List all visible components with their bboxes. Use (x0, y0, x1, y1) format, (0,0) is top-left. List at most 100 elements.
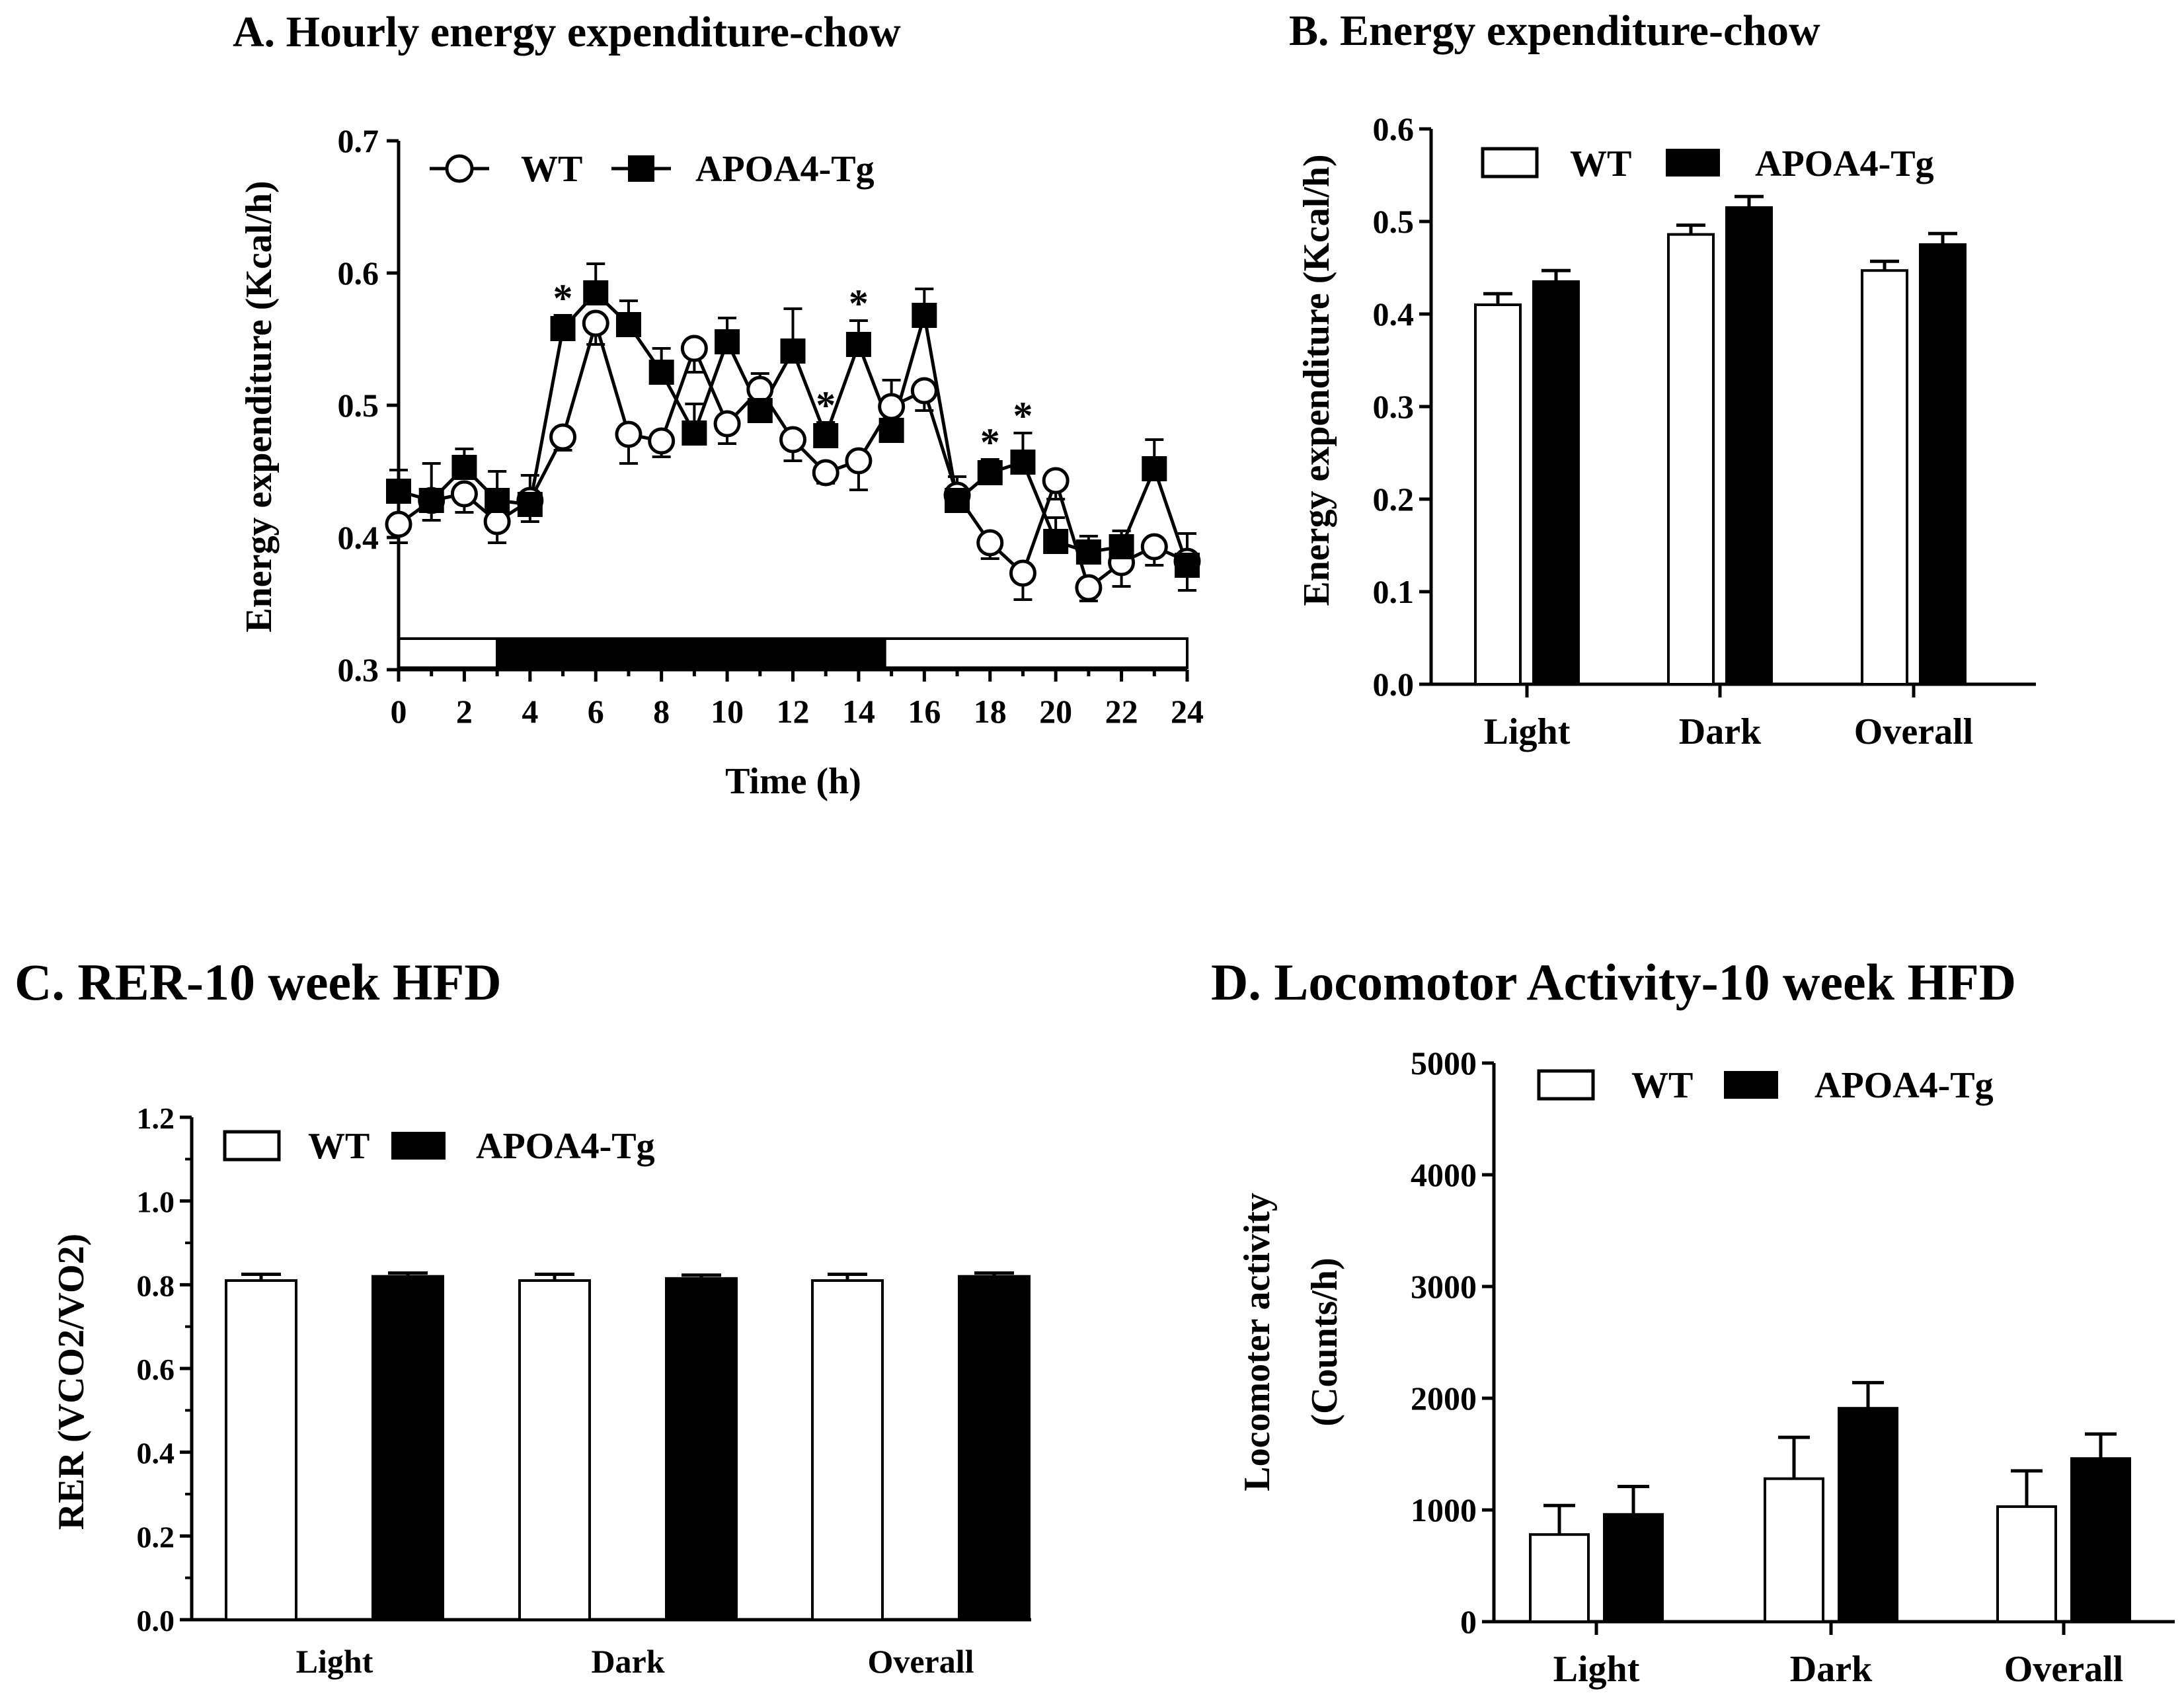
wt-bar-overall (811, 1279, 884, 1621)
y-tick-label: 3000 (1411, 1268, 1477, 1305)
wt-point (648, 427, 676, 455)
y-tick-label: 0.6 (137, 1353, 175, 1386)
category-label-dark: Dark (591, 1643, 664, 1680)
legend-wt-swatch (223, 1130, 281, 1162)
tg-point (583, 280, 609, 305)
wt-point (385, 510, 412, 538)
wt-point (680, 335, 708, 362)
panel-a-title: A. Hourly energy expenditure-chow (233, 8, 901, 56)
tg-point (912, 303, 937, 328)
wt-bar-overall (1996, 1505, 2057, 1623)
legend-tg-swatch (391, 1132, 446, 1160)
legend-tg-label: APOA4-Tg (1814, 1065, 1994, 1106)
tg-point (485, 488, 510, 513)
y-tick-label: 0.1 (1373, 573, 1415, 610)
significance-star: * (980, 420, 1000, 464)
y-tick-label: 0.4 (137, 1437, 175, 1470)
light-dark-bar (397, 637, 1189, 669)
tg-point (550, 316, 576, 341)
x-tick-label: 6 (588, 693, 604, 730)
tg-point (1075, 539, 1101, 565)
y-tick-label: 0.6 (1373, 110, 1415, 147)
tg-point (648, 360, 674, 385)
wt-point (450, 480, 478, 508)
significance-star: * (553, 276, 573, 320)
wt-point (779, 426, 806, 454)
legend-tg-swatch (1724, 1071, 1778, 1099)
category-label-light: Light (1553, 1649, 1640, 1690)
legend-wt-label: WT (1631, 1065, 1693, 1106)
panel-b-plot: 0.0 0.1 0.2 0.3 0.4 0.5 0.6 Light Dark Overall (1373, 110, 2036, 752)
panel-a-y-axis-label: Energy expenditure (Kcal/h) (239, 180, 280, 632)
panel-b-y-axis-label: Energy expenditure (Kcal/h) (1296, 154, 1337, 606)
tg-point (1043, 529, 1069, 554)
panel-c-title: C. RER-10 week HFD (15, 953, 502, 1011)
tg-point (517, 492, 543, 517)
panel-d-legend: WT APOA4-Tg (1537, 1065, 1994, 1106)
y-tick-label: 0.3 (1373, 388, 1415, 425)
panel-b-title: B. Energy expenditure-chow (1289, 7, 1820, 55)
tg-point (1175, 553, 1200, 578)
tg-point (682, 420, 707, 446)
y-tick-label: 1.2 (137, 1101, 175, 1135)
panel-b-legend: WT APOA4-Tg (1481, 143, 1934, 184)
light-dark-segment-dark (496, 637, 886, 669)
tg-point (715, 329, 740, 354)
tg-point (747, 398, 773, 423)
tg-bar-dark (665, 1277, 738, 1622)
y-tick-label: 0.7 (338, 122, 379, 159)
tg-bar-light (371, 1275, 444, 1621)
panel-d-y-axis-label-line-1: Locomoter activity (1237, 1193, 1278, 1491)
category-label-light: Light (1484, 711, 1571, 752)
wt-bar-light (225, 1279, 297, 1621)
wt-bar-dark (1667, 233, 1715, 686)
legend-tg-swatch (1666, 149, 1720, 177)
tg-bar-light (1532, 280, 1580, 686)
wt-point (878, 393, 906, 420)
wt-bar-light (1474, 303, 1522, 686)
panel-b-chart: B. Energy expenditure-chow Energy expend… (1289, 7, 2036, 752)
significance-star: * (849, 282, 869, 325)
panel-d-y-axis-label-line-2: (Counts/h) (1304, 1257, 1345, 1426)
panel-d-chart: D. Locomotor Activity-10 week HFD Locomo… (1211, 953, 2175, 1690)
panel-a-significance: * * * * * (553, 276, 1033, 464)
wt-point (549, 423, 577, 451)
y-tick-label: 0.5 (1373, 203, 1415, 240)
tg-point (845, 332, 871, 357)
wt-bar-overall (1861, 269, 1908, 686)
y-tick-label: 4000 (1411, 1156, 1477, 1193)
wt-point (713, 410, 741, 438)
wt-bar-light (1529, 1533, 1590, 1623)
wt-bar-dark (518, 1279, 591, 1621)
y-tick-label: 1000 (1411, 1491, 1477, 1528)
y-tick-label: 1.0 (137, 1185, 175, 1219)
panel-a-legend: WT APOA4-Tg (430, 149, 875, 190)
tg-point (945, 488, 970, 513)
tg-point (977, 460, 1003, 485)
tg-bar-overall (958, 1275, 1031, 1621)
wt-point (1042, 467, 1070, 495)
category-label-overall: Overall (867, 1643, 974, 1680)
tg-point (878, 418, 904, 443)
tg-bar-dark (1725, 206, 1773, 686)
tg-point (615, 312, 641, 337)
legend-tg-marker (628, 155, 654, 182)
y-tick-label: 0.8 (137, 1269, 175, 1302)
category-label-dark: Dark (1679, 711, 1762, 752)
y-tick-label: 0.6 (338, 255, 379, 292)
tg-point (780, 338, 806, 364)
category-label-light: Light (296, 1643, 373, 1680)
panel-a-chart: A. Hourly energy expenditure-chow Energy… (233, 8, 1204, 802)
wt-point (746, 376, 774, 403)
wt-point (1075, 574, 1103, 602)
legend-tg-label: APOA4-Tg (476, 1126, 655, 1167)
panel-d-plot: 0 1000 2000 3000 4000 5000 Light Dark Overall (1411, 1045, 2175, 1690)
legend-wt-label: WT (1570, 143, 1631, 184)
y-tick-label: 0.2 (1373, 481, 1415, 518)
wt-point (976, 529, 1004, 557)
legend-tg-label: APOA4-Tg (695, 149, 875, 190)
tg-point (451, 455, 477, 480)
category-label-overall: Overall (2004, 1649, 2123, 1690)
legend-wt-swatch (1537, 1069, 1595, 1101)
